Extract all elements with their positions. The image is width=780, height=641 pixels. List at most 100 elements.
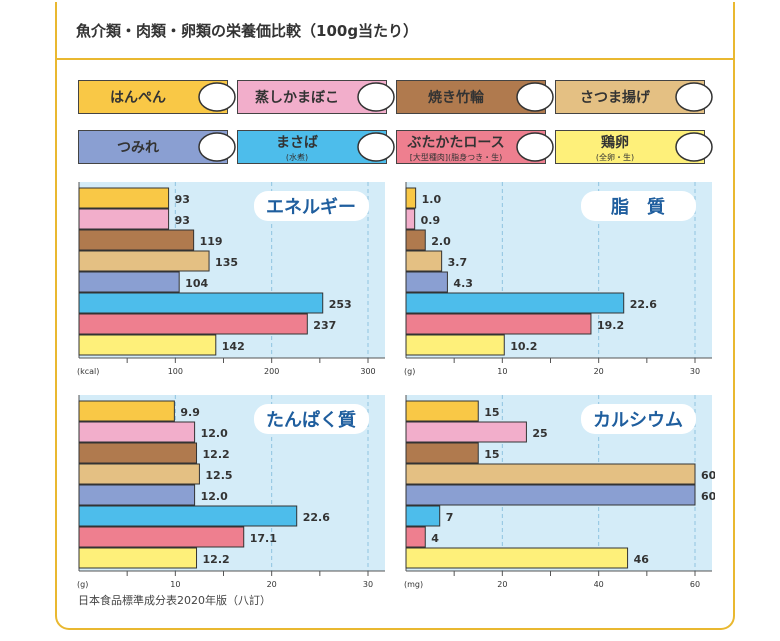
data-label: 12.2 [203,448,230,461]
kamaboko-icon [354,75,398,115]
title-pill [254,404,369,434]
chart-title: エネルギー [266,197,356,218]
bar [405,229,426,251]
tick-label: 100 [168,367,183,376]
legend-label: さつま揚げ [580,90,650,106]
data-label: 93 [175,214,190,227]
data-label: 237 [313,319,336,332]
tick-label: 30 [363,580,373,589]
legend-item: まさば (水煮) [237,130,395,164]
data-label: 9.9 [180,406,200,419]
data-label: 60 [701,469,715,482]
bar [405,442,479,464]
data-label: 46 [634,553,650,566]
title-pill [254,191,369,221]
satsumaage-icon [672,75,716,115]
tick-label: 20 [594,367,604,376]
bar [78,334,217,356]
bar [78,547,198,569]
title-pill [581,191,696,221]
data-label: 12.0 [201,490,228,503]
pork-icon [513,125,557,165]
data-label: 253 [329,298,352,311]
legend-item: はんぺん [78,80,236,114]
legend-item: 鶏卵 (全卵・生) [555,130,713,164]
bar [78,526,245,548]
bar [405,463,696,485]
bar [78,187,170,209]
source-note: 日本食品標準成分表2020年版（八訂） [78,594,271,607]
bar [405,292,625,314]
unit-label: (g) [404,367,415,376]
bar [78,313,308,335]
legend-label: まさば [276,134,318,151]
bar [78,292,324,314]
data-label: 12.0 [201,427,228,440]
data-label: 12.2 [203,553,230,566]
data-label: 10.2 [510,340,537,353]
legend-label: 焼き竹輪 [428,90,484,106]
data-label: 19.2 [597,319,624,332]
egg-icon [672,125,716,165]
data-label: 22.6 [630,298,657,311]
legend-item: つみれ [78,130,236,164]
tick-label: 20 [497,580,507,589]
chikuwa-icon [513,75,557,115]
bar [78,442,198,464]
data-label: 4.3 [453,277,473,290]
bar [405,547,629,569]
legend-item: 蒸しかまぼこ [237,80,395,114]
data-label: 12.5 [205,469,232,482]
legend-item: ぶたかたロース [大型種肉](脂身つき・生) [396,130,554,164]
bar [405,208,416,230]
data-label: 22.6 [303,511,330,524]
legend-label: ぶたかたロース [407,134,505,151]
chart-3: 20 40 60 (mg) カルシウム 15 25 15 60 60 74 46 [404,395,715,589]
data-label: 25 [532,427,547,440]
bar [405,271,448,293]
title-pill [581,404,696,434]
chart-1: 10 20 30 (g) 脂 質 1.0 0.9 2.0 3.7 4.3 22.6 19.2 10.2 [404,182,712,376]
chart-title: 脂 質 [611,196,665,218]
hanpen-icon [195,75,239,115]
bar [78,463,200,485]
bar [405,313,592,335]
legend-sublabel: [大型種肉](脂身つき・生) [409,152,503,162]
canned-mackerel-icon [354,125,398,165]
data-label: 17.1 [250,532,277,545]
divider [57,58,733,60]
tick-label: 10 [497,367,507,376]
unit-label: (g) [77,580,88,589]
chart-0: 100 200 300 (kcal) エネルギー 93 93 119 135 104 253 237 1… [77,182,385,376]
bar [405,484,696,506]
bar [78,505,298,527]
unit-label: (mg) [404,580,423,589]
data-label: 15 [484,448,499,461]
chart-title: カルシウム [593,410,683,431]
data-label: 119 [200,235,223,248]
bar [405,187,417,209]
tsumire-icon [195,125,239,165]
legend-label: はんぺん [110,90,166,106]
frame [55,2,735,630]
data-label: 93 [175,193,190,206]
legend-item: 焼き竹輪 [396,80,554,114]
data-label: 2.0 [431,235,451,248]
chart-title: たんぱく質 [266,409,356,431]
bar [78,421,196,443]
data-label: 4 [431,532,439,545]
tick-label: 200 [264,367,279,376]
data-label: 142 [222,340,245,353]
legend-sublabel: (水煮) [285,152,309,162]
data-label: 104 [185,277,208,290]
legend-label: 鶏卵 [601,134,629,151]
bar [405,250,443,272]
data-label: 3.7 [448,256,468,269]
tick-label: 20 [267,580,277,589]
bar [78,208,170,230]
tick-label: 40 [594,580,604,589]
data-label: 1.0 [422,193,442,206]
bar [405,526,426,548]
chart-2: 10 20 30(g)たんぱく質9.912.012.212.512.022.617.… [77,395,385,589]
